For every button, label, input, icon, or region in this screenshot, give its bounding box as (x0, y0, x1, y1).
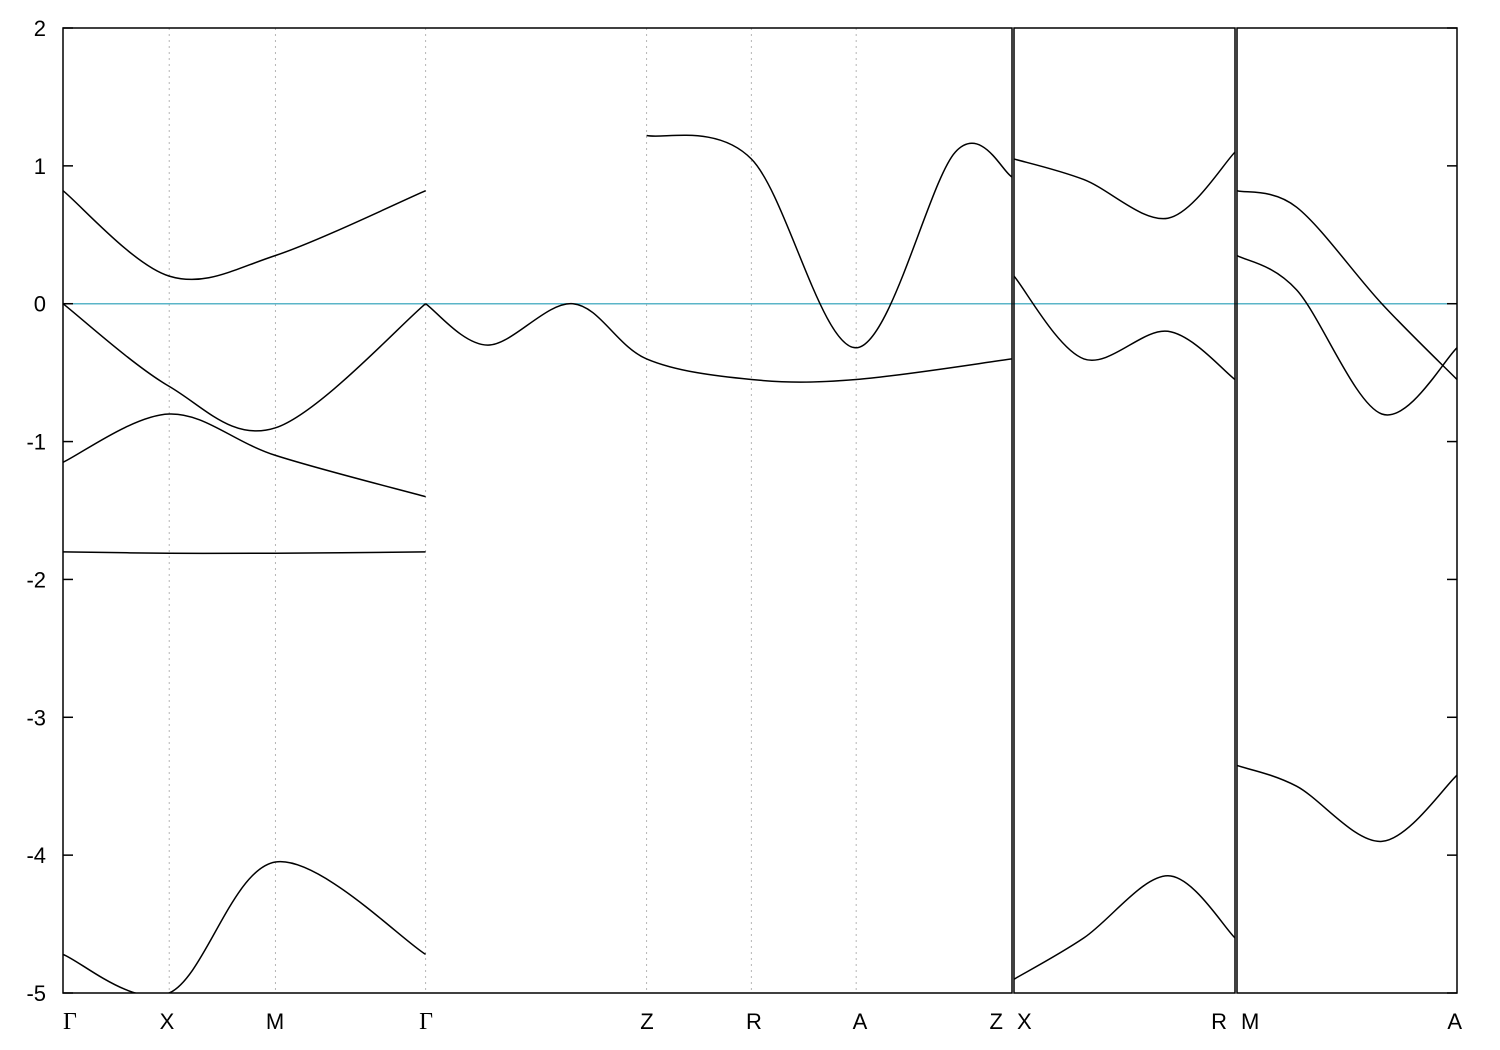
x-tick-label: X (1017, 1009, 1032, 1034)
plot-frame (62, 27, 1458, 994)
x-tick-label: M (1241, 1009, 1259, 1034)
band-line (63, 861, 426, 993)
band-line (1014, 875, 1235, 980)
y-tick-label: -2 (26, 567, 46, 592)
panel-frame (1236, 27, 1458, 994)
panel-frame (1013, 27, 1236, 994)
x-tick-label: R (746, 1009, 762, 1034)
x-tick-label: Z (640, 1009, 653, 1034)
y-tick-label: 0 (34, 292, 46, 317)
band-lines (63, 134, 1457, 993)
panel-frame (62, 27, 1013, 994)
band-line (1237, 254, 1457, 416)
band-line (1237, 189, 1457, 381)
x-tick-label: M (266, 1009, 284, 1034)
band-line (63, 551, 426, 555)
x-tick-label: A (853, 1009, 868, 1034)
x-tick-label: R (1211, 1009, 1227, 1034)
y-tick-label: -3 (26, 705, 46, 730)
y-tick-label: -5 (26, 981, 46, 1006)
band-line (425, 302, 1012, 383)
x-tick-label: A (1447, 1009, 1462, 1034)
x-tick-label: Γ (419, 1009, 433, 1035)
band-line (646, 134, 1012, 349)
x-tick-label: Z (990, 1009, 1003, 1034)
high-symmetry-gridlines (168, 28, 857, 993)
band-line (63, 413, 426, 498)
band-line (1237, 764, 1457, 843)
y-axis-ticks: 2 1 0 -1 -2 -3 -4 -5 (26, 16, 1457, 1006)
band-line (63, 190, 426, 281)
x-tick-label: Γ (63, 1009, 77, 1035)
band-line (1014, 151, 1235, 220)
x-tick-label: X (160, 1009, 175, 1034)
y-tick-label: 2 (34, 16, 46, 41)
band-line (1014, 275, 1235, 381)
y-tick-label: 1 (34, 154, 46, 179)
y-tick-label: -1 (26, 430, 46, 455)
band-line (63, 303, 427, 432)
y-tick-label: -4 (26, 843, 46, 868)
